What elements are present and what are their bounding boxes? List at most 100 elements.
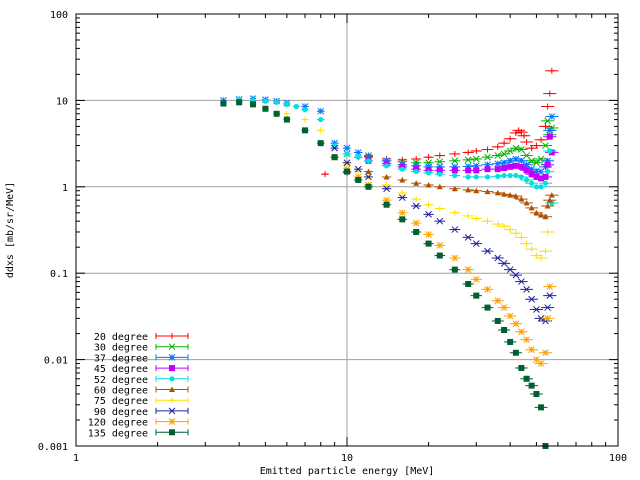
data-point — [472, 275, 480, 283]
data-point — [542, 349, 549, 357]
series-60-degree — [364, 168, 559, 220]
data-point — [473, 147, 480, 154]
data-point — [528, 204, 535, 211]
axis-ticks: 100 10 1 0.1 0.01 0.001 1 10 100 — [38, 10, 627, 464]
data-point — [425, 240, 432, 247]
data-point — [538, 184, 544, 190]
data-point — [501, 327, 508, 334]
data-point — [529, 180, 535, 186]
data-point — [528, 346, 535, 354]
x-tick-label: 100 — [609, 453, 627, 464]
data-point — [494, 254, 502, 262]
data-point — [528, 246, 535, 253]
data-point — [484, 286, 491, 293]
data-point — [484, 247, 491, 255]
data-point — [413, 168, 419, 175]
data-point — [451, 157, 459, 165]
legend-marker — [168, 418, 176, 425]
data-point — [518, 278, 525, 285]
data-point — [317, 127, 324, 134]
data-point — [425, 210, 432, 218]
data-point — [452, 172, 458, 179]
data-point — [518, 146, 525, 153]
data-point — [542, 213, 549, 220]
y-tick-label: 0.01 — [44, 356, 68, 367]
data-point — [506, 147, 514, 155]
data-point — [523, 199, 530, 206]
data-point — [465, 280, 472, 287]
data-point — [512, 271, 520, 279]
data-point — [501, 165, 508, 172]
data-point — [473, 187, 480, 194]
y-tick-label: 100 — [50, 10, 68, 21]
data-point — [344, 151, 350, 157]
legend-marker — [169, 397, 175, 404]
data-point — [501, 223, 508, 230]
data-point — [548, 192, 555, 198]
data-point — [365, 152, 372, 159]
data-point — [355, 154, 361, 160]
data-point — [523, 152, 530, 159]
data-point — [317, 140, 324, 147]
y-tick-label: 1 — [62, 183, 68, 194]
data-point — [528, 171, 535, 178]
data-point — [425, 181, 432, 188]
legend-marker — [169, 333, 175, 339]
data-point — [533, 306, 540, 313]
data-point — [451, 185, 458, 192]
data-point — [412, 159, 420, 167]
legend-label: 120 degree — [88, 418, 148, 429]
data-point — [500, 304, 508, 311]
data-point — [354, 149, 362, 156]
data-point — [507, 163, 514, 170]
data-point — [506, 312, 514, 320]
data-point — [494, 297, 502, 305]
data-point — [343, 159, 351, 167]
data-point — [507, 226, 514, 233]
grid — [76, 14, 618, 446]
data-point — [262, 105, 269, 112]
data-point — [546, 292, 554, 299]
data-point — [465, 212, 472, 219]
data-point — [523, 375, 530, 382]
x-tick-label: 1 — [73, 453, 79, 464]
data-point — [365, 173, 372, 181]
data-point — [537, 315, 545, 322]
data-point — [533, 159, 540, 167]
data-point — [545, 168, 551, 175]
data-point — [544, 202, 551, 209]
data-point — [302, 107, 308, 113]
y-tick-label: 0.001 — [38, 442, 68, 453]
data-point — [518, 196, 525, 202]
data-point — [546, 127, 554, 134]
data-point — [220, 100, 227, 107]
data-point — [523, 240, 530, 247]
data-point — [538, 136, 545, 143]
data-point — [451, 150, 458, 157]
legend-label: 60 degree — [94, 386, 148, 397]
data-point — [236, 99, 243, 106]
x-tick-label: 10 — [341, 453, 353, 464]
data-point — [413, 228, 420, 235]
data-point — [274, 99, 280, 105]
data-point — [473, 215, 480, 222]
data-point — [538, 404, 545, 411]
data-point — [528, 295, 535, 303]
data-points — [220, 67, 559, 449]
data-point — [451, 209, 458, 216]
data-point — [283, 116, 290, 123]
data-point — [451, 167, 458, 174]
data-point — [464, 156, 472, 164]
data-point — [500, 150, 508, 158]
data-point — [506, 266, 514, 273]
data-point — [473, 292, 480, 299]
data-point — [484, 188, 491, 195]
data-point — [437, 171, 443, 177]
data-point — [436, 242, 444, 249]
data-point — [354, 165, 362, 173]
data-point — [451, 226, 459, 233]
data-point — [546, 283, 554, 290]
data-point — [518, 328, 525, 336]
data-point — [465, 167, 472, 174]
data-point — [436, 217, 444, 225]
